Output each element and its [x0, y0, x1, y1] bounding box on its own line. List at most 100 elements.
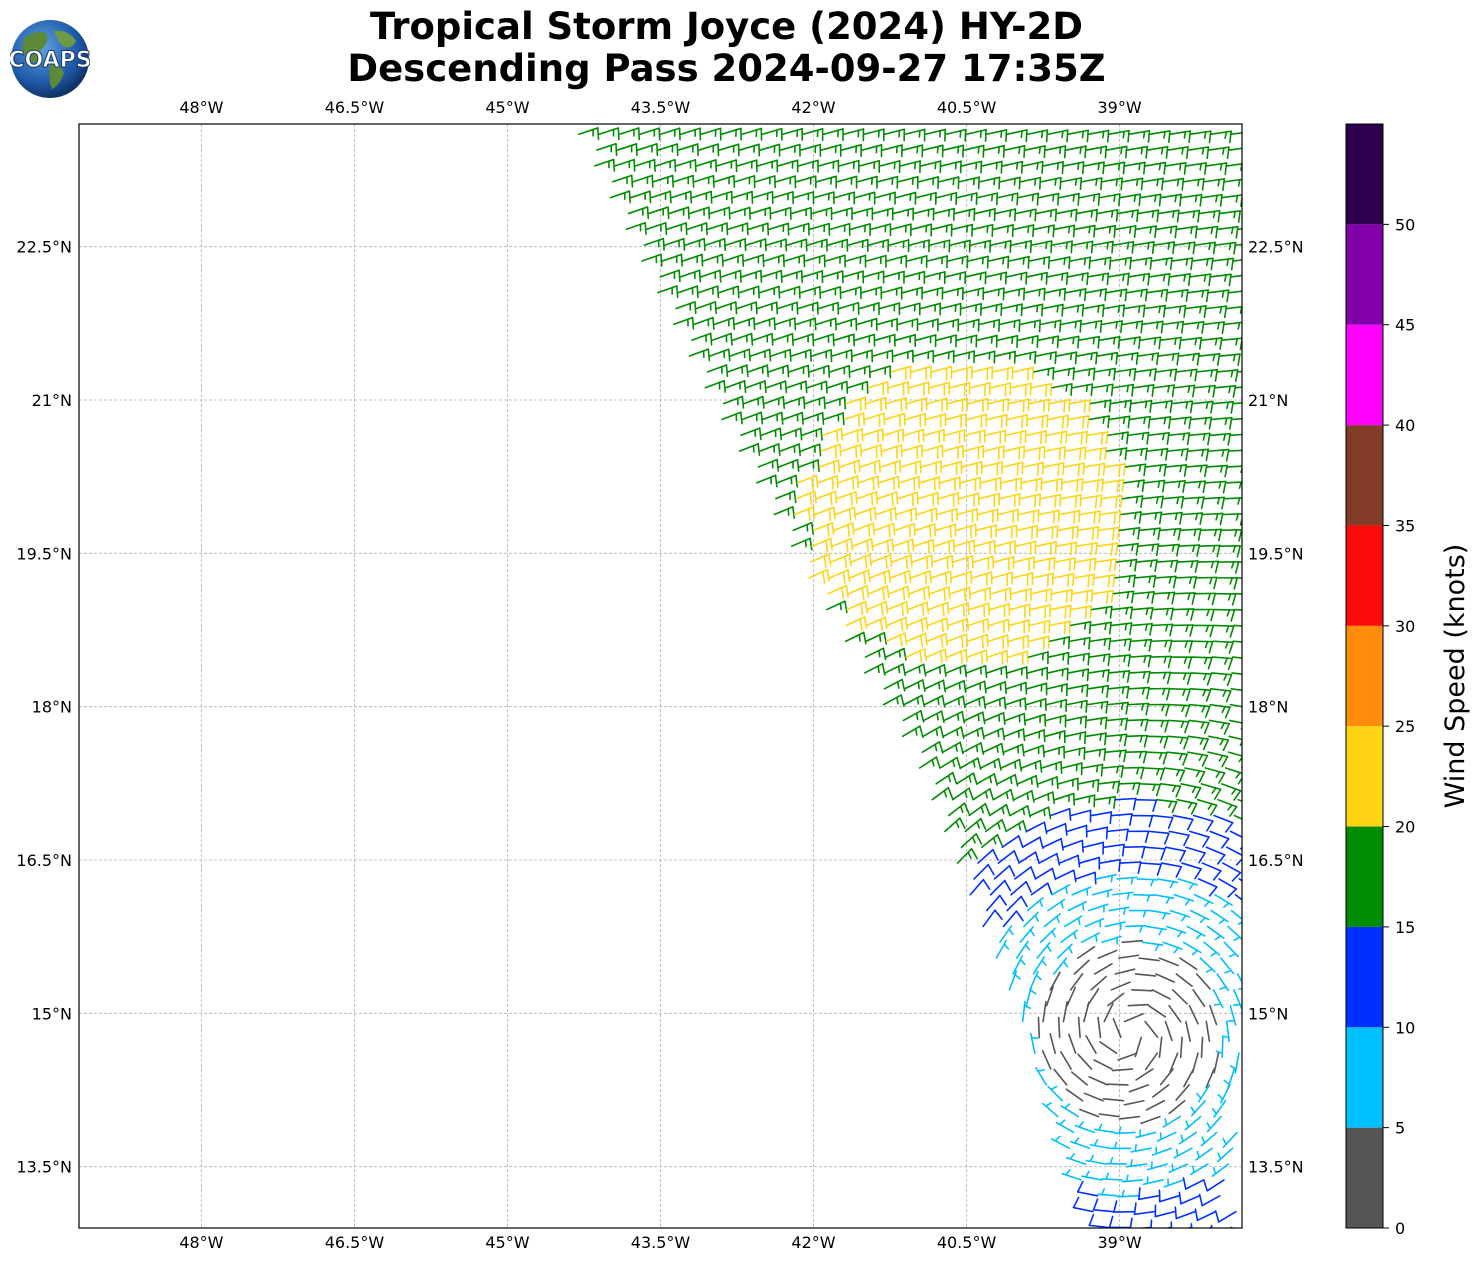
lon-tick-label: 40.5°W: [937, 98, 997, 117]
wind-barb: [1164, 846, 1186, 863]
wind-barb: [997, 508, 1019, 524]
colorbar-tick-label: 40: [1395, 416, 1415, 435]
logo-text: COAPS: [10, 48, 90, 73]
wind-barb: [1210, 273, 1232, 287]
wind-barb: [1196, 1084, 1211, 1103]
wind-barb: [1029, 619, 1051, 635]
wind-barb: [1228, 735, 1242, 746]
wind-barb: [1019, 319, 1041, 333]
wind-barb: [1209, 432, 1232, 446]
wind-barb: [1104, 921, 1126, 931]
wind-barb: [1013, 790, 1035, 803]
wind-barb: [990, 382, 1012, 397]
wind-barb: [1172, 814, 1194, 831]
wind-barb: [886, 254, 908, 268]
wind-barb: [1171, 257, 1194, 271]
wind-barb: [1015, 940, 1031, 959]
wind-barb: [809, 553, 832, 569]
wind-barb: [1023, 911, 1039, 928]
wind-barb: [1131, 622, 1153, 636]
wind-barb: [1101, 494, 1123, 509]
wind-barb: [982, 742, 1005, 756]
wind-barb: [1153, 591, 1176, 605]
wind-barb: [956, 192, 978, 206]
wind-barb: [796, 474, 819, 490]
wind-barb: [1229, 1052, 1240, 1074]
wind-barb: [1211, 416, 1233, 430]
wind-barb: [1228, 147, 1242, 151]
wind-barb: [1213, 1052, 1220, 1074]
wind-barb: [1085, 145, 1108, 159]
wind-barb: [1116, 876, 1138, 885]
wind-barb: [1056, 541, 1078, 556]
wind-barb: [980, 476, 1002, 492]
wind-barb: [1150, 655, 1172, 669]
wind-barb: [999, 493, 1021, 508]
wind-barb: [1215, 1036, 1224, 1059]
wind-barb: [680, 127, 702, 141]
wind-barb: [754, 175, 776, 189]
wind-barb: [1217, 798, 1238, 817]
wind-barb: [1127, 718, 1149, 732]
wind-barb: [1237, 370, 1242, 373]
wind-barb: [1187, 289, 1210, 303]
wind-barb: [1106, 288, 1128, 302]
wind-barb: [995, 208, 1017, 222]
wind-barb: [1099, 336, 1121, 349]
wind-barb: [802, 412, 825, 425]
wind-barb: [1134, 575, 1157, 588]
wind-barb: [1112, 383, 1135, 397]
wind-barb: [1163, 767, 1186, 782]
wind-barb: [885, 632, 908, 648]
wind-barb: [1004, 287, 1026, 301]
colorbar-bin: [1346, 324, 1383, 426]
wind-barb: [1169, 273, 1191, 287]
wind-barb: [1076, 541, 1098, 556]
wind-barb: [1223, 497, 1242, 510]
wind-barb: [1015, 350, 1037, 364]
wind-barb: [904, 128, 926, 142]
wind-barb: [840, 443, 863, 459]
wind-barb: [849, 365, 871, 379]
wind-barb: [713, 316, 736, 330]
wind-barb: [1050, 1135, 1071, 1150]
wind-barb: [1057, 1016, 1061, 1039]
wind-barb: [824, 396, 847, 410]
wind-barb: [1227, 1004, 1237, 1026]
wind-barb: [1067, 684, 1089, 698]
wind-barb: [1046, 683, 1068, 697]
wind-barb: [1068, 652, 1090, 666]
wind-barb: [1233, 259, 1242, 262]
wind-barb: [824, 254, 846, 268]
wind-barb: [1056, 351, 1078, 365]
wind-barb: [1129, 670, 1151, 684]
lon-tick-label: 45°W: [485, 98, 529, 117]
wind-barb: [1047, 1085, 1064, 1102]
wind-barb: [1164, 1020, 1173, 1042]
wind-barb: [988, 255, 1010, 269]
wind-barb: [1169, 130, 1192, 144]
wind-barb: [1027, 651, 1049, 665]
wind-barb: [1045, 145, 1067, 159]
wind-barb: [1117, 1189, 1139, 1198]
wind-barb: [797, 301, 819, 315]
wind-barb: [1147, 145, 1169, 159]
wind-barb: [971, 571, 993, 586]
wind-barb: [1209, 703, 1231, 719]
wind-barb: [795, 175, 817, 189]
wind-barb: [773, 506, 796, 519]
wind-barb: [1110, 399, 1132, 413]
wind-barb: [1214, 592, 1237, 606]
wind-barb: [657, 285, 679, 299]
wind-barb: [1025, 985, 1037, 1007]
wind-barb: [1046, 430, 1068, 445]
wind-barb: [1127, 431, 1150, 445]
wind-barb: [1169, 1052, 1179, 1073]
wind-barb: [1010, 382, 1032, 397]
wind-barb: [1161, 511, 1183, 525]
wind-barb: [958, 176, 980, 190]
wind-barb: [970, 586, 992, 602]
map-frame: [78, 123, 1243, 1229]
wind-barb: [1171, 989, 1188, 1005]
wind-barb: [1040, 176, 1062, 190]
